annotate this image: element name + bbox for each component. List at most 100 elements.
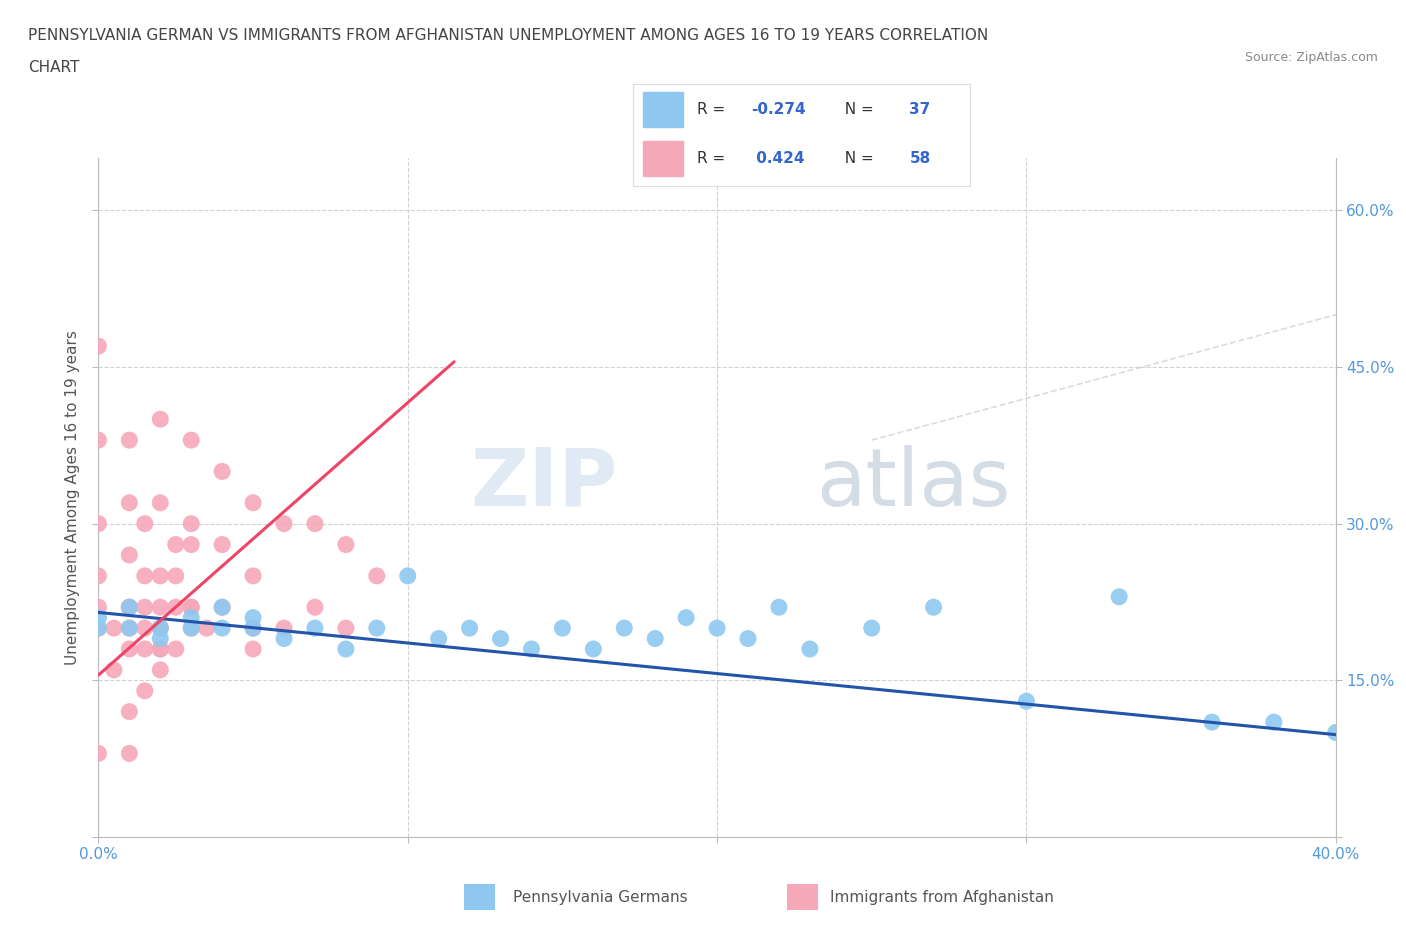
Point	[211, 600, 233, 615]
Point	[118, 704, 141, 719]
Point	[118, 432, 141, 447]
Point	[582, 642, 605, 657]
Point	[165, 600, 187, 615]
Text: N =: N =	[835, 151, 879, 166]
Point	[304, 516, 326, 531]
Point	[87, 610, 110, 625]
Text: 37: 37	[910, 101, 931, 117]
Point	[134, 516, 156, 531]
Text: 58: 58	[910, 151, 931, 166]
Point	[1015, 694, 1038, 709]
Point	[551, 620, 574, 635]
Point	[149, 620, 172, 635]
Point	[149, 642, 172, 657]
Point	[180, 600, 202, 615]
Point	[118, 620, 141, 635]
Point	[118, 600, 141, 615]
Point	[211, 464, 233, 479]
Point	[134, 600, 156, 615]
Point	[87, 620, 110, 635]
Point	[860, 620, 883, 635]
Y-axis label: Unemployment Among Ages 16 to 19 years: Unemployment Among Ages 16 to 19 years	[65, 330, 80, 665]
Point	[118, 600, 141, 615]
Point	[366, 568, 388, 583]
Point	[118, 642, 141, 657]
Bar	[643, 92, 683, 126]
Point	[134, 568, 156, 583]
Point	[87, 516, 110, 531]
Text: PENNSYLVANIA GERMAN VS IMMIGRANTS FROM AFGHANISTAN UNEMPLOYMENT AMONG AGES 16 TO: PENNSYLVANIA GERMAN VS IMMIGRANTS FROM A…	[28, 28, 988, 43]
Point	[366, 620, 388, 635]
Point	[242, 642, 264, 657]
Point	[242, 620, 264, 635]
Point	[87, 339, 110, 353]
Point	[180, 432, 202, 447]
Point	[1324, 725, 1347, 740]
Point	[1263, 714, 1285, 729]
Point	[134, 642, 156, 657]
Point	[149, 496, 172, 511]
Text: Pennsylvania Germans: Pennsylvania Germans	[513, 890, 688, 905]
Point	[799, 642, 821, 657]
Point	[242, 610, 264, 625]
Point	[242, 620, 264, 635]
Point	[273, 516, 295, 531]
Text: CHART: CHART	[28, 60, 80, 75]
Bar	[643, 141, 683, 176]
Point	[165, 538, 187, 552]
Point	[118, 746, 141, 761]
Point	[87, 600, 110, 615]
Point	[458, 620, 481, 635]
Point	[768, 600, 790, 615]
Point	[335, 538, 357, 552]
Point	[149, 642, 172, 657]
Point	[427, 631, 450, 646]
Text: atlas: atlas	[815, 445, 1011, 523]
Point	[922, 600, 945, 615]
Point	[335, 642, 357, 657]
Point	[149, 568, 172, 583]
Point	[211, 538, 233, 552]
Point	[149, 600, 172, 615]
Point	[118, 496, 141, 511]
Point	[1201, 714, 1223, 729]
Text: Immigrants from Afghanistan: Immigrants from Afghanistan	[830, 890, 1053, 905]
Text: -0.274: -0.274	[751, 101, 806, 117]
Point	[103, 662, 125, 677]
Point	[304, 600, 326, 615]
Point	[180, 538, 202, 552]
Point	[273, 631, 295, 646]
Point	[180, 620, 202, 635]
Point	[180, 610, 202, 625]
Text: N =: N =	[835, 101, 879, 117]
Point	[149, 631, 172, 646]
Point	[134, 684, 156, 698]
Point	[195, 620, 218, 635]
Point	[180, 600, 202, 615]
Point	[103, 620, 125, 635]
Text: 0.424: 0.424	[751, 151, 804, 166]
Point	[180, 620, 202, 635]
Point	[1108, 590, 1130, 604]
Point	[165, 568, 187, 583]
Point	[87, 746, 110, 761]
Point	[737, 631, 759, 646]
Point	[87, 432, 110, 447]
Point	[520, 642, 543, 657]
Text: R =: R =	[697, 151, 730, 166]
Point	[644, 631, 666, 646]
Point	[180, 516, 202, 531]
Point	[211, 620, 233, 635]
Point	[165, 642, 187, 657]
Point	[211, 600, 233, 615]
Point	[242, 568, 264, 583]
Text: ZIP: ZIP	[471, 445, 619, 523]
Point	[87, 568, 110, 583]
Point	[396, 568, 419, 583]
Point	[149, 662, 172, 677]
Point	[675, 610, 697, 625]
Point	[149, 620, 172, 635]
Point	[118, 600, 141, 615]
Point	[118, 620, 141, 635]
Text: R =: R =	[697, 101, 730, 117]
